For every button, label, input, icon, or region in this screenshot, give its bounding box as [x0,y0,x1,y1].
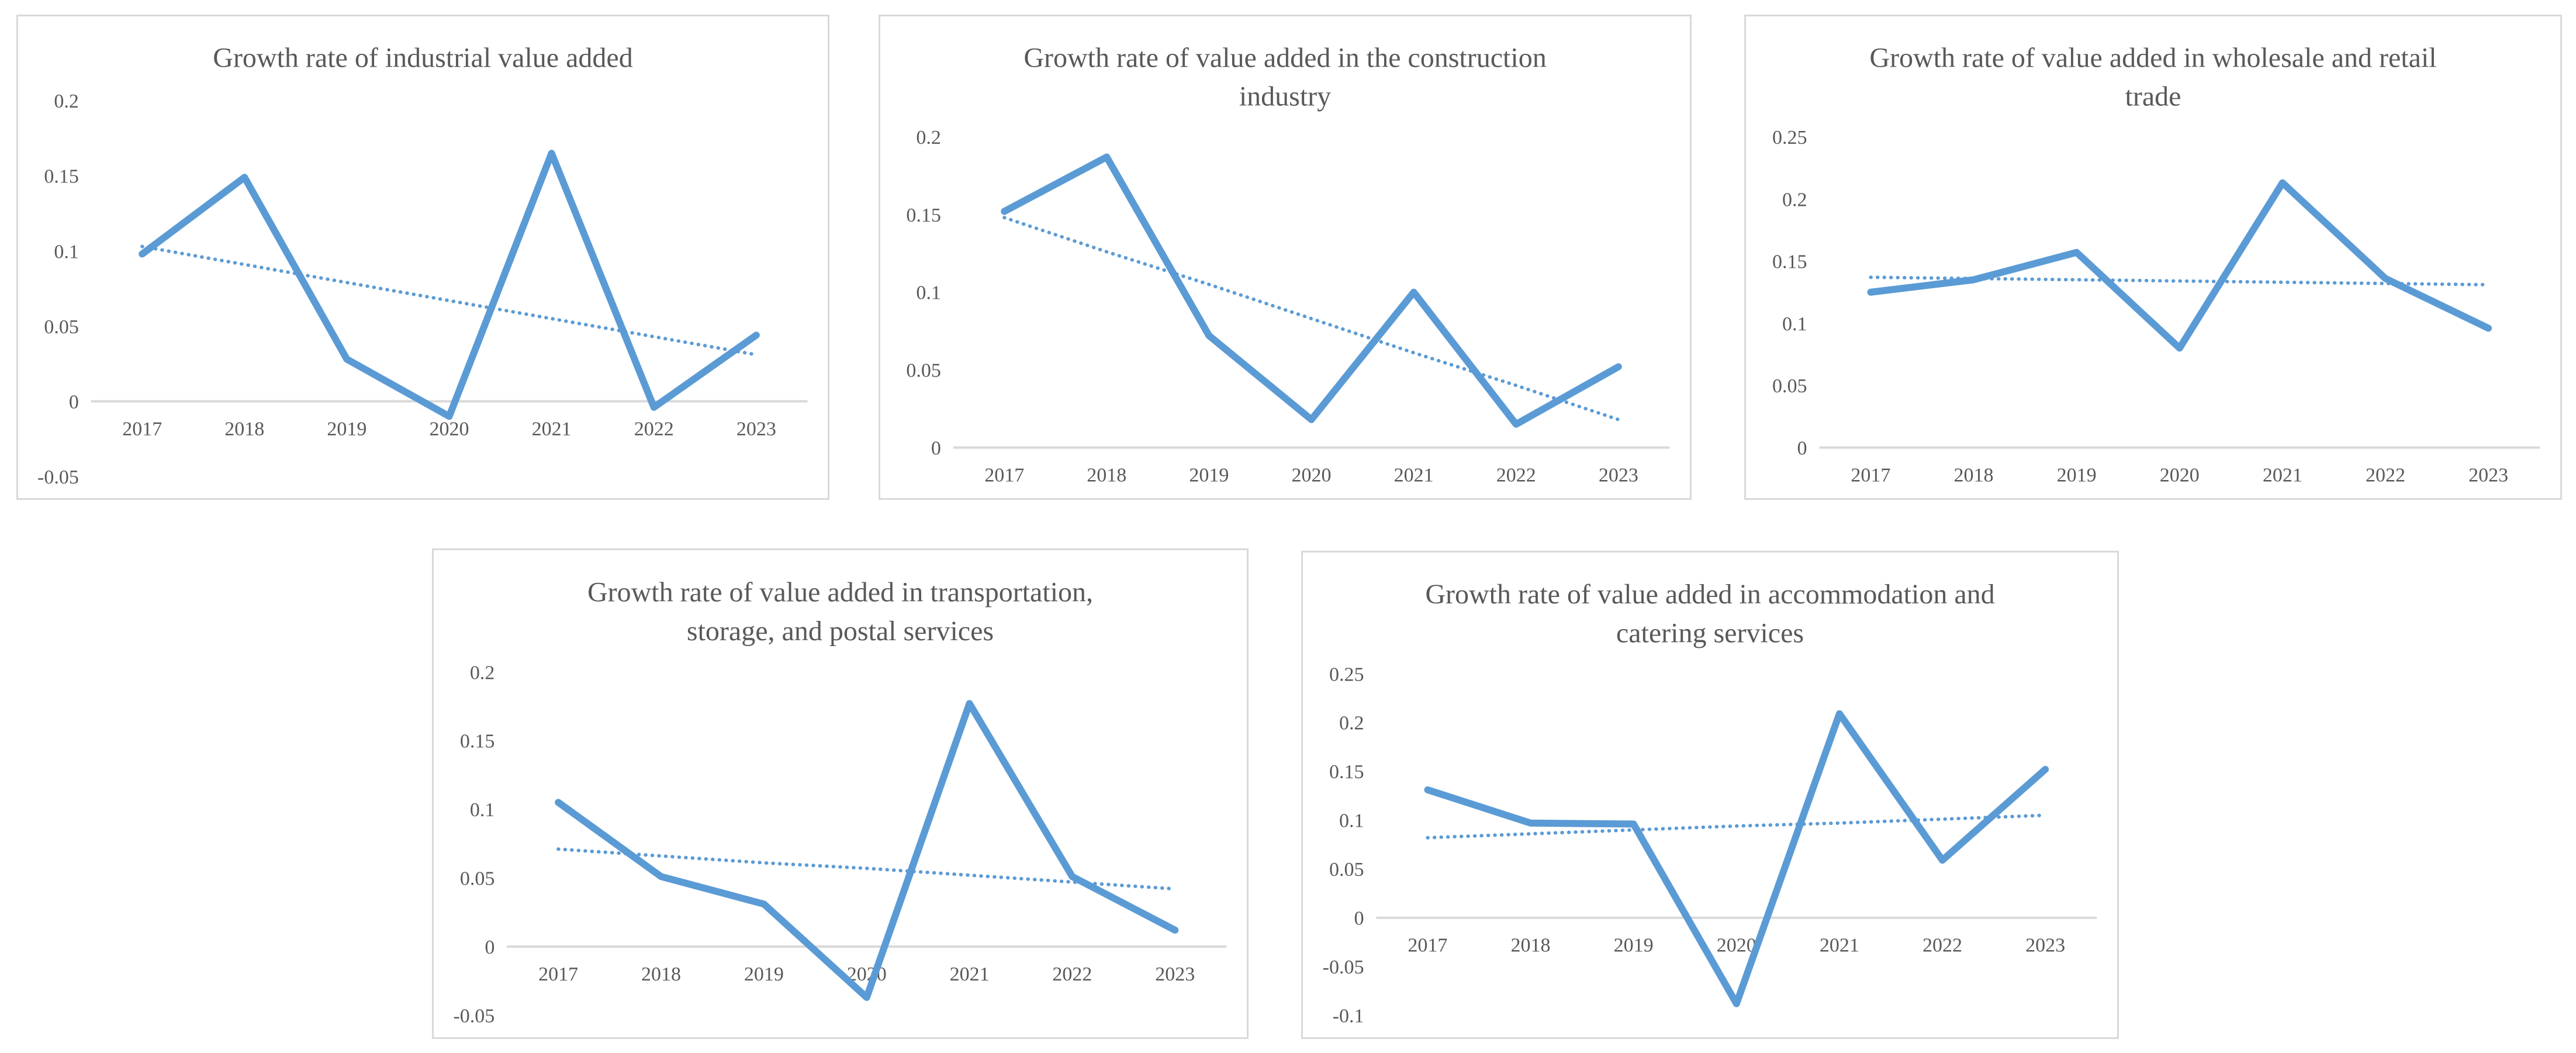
trendline-dotted [1002,216,1620,422]
y-axis-tick-label: 0 [69,391,79,413]
y-axis-tick-label: 0.1 [54,241,79,263]
x-axis-tick-label: 2022 [1496,464,1536,486]
chart-title: Growth rate of value added in the constr… [1024,43,1546,74]
y-axis-tick-label: -0.05 [37,467,79,488]
y-axis-tick-label: 0.05 [1329,859,1364,881]
y-axis-tick-label: 0.15 [906,205,941,226]
x-axis-tick-label: 2021 [532,418,572,440]
chart-panel-wholesale-retail-trade: Growth rate of value added in wholesale … [1744,15,2562,500]
x-axis-tick-label: 2022 [1923,935,1962,957]
y-axis-tick-label: 0.2 [916,127,941,149]
y-axis-tick-label: 0 [485,937,495,958]
y-axis-tick-label: 0.05 [460,868,495,890]
x-axis-tick-label: 2022 [634,418,674,440]
x-axis-tick-label: 2022 [2366,464,2405,486]
x-axis-tick-label: 2017 [122,418,162,440]
chart-title: Growth rate of value added in transporta… [587,576,1093,607]
chart-panel-industrial-value-added: Growth rate of industrial value added 0.2… [16,15,829,500]
x-axis-tick-label: 2021 [1820,935,1859,957]
y-axis-tick-label: 0.15 [1772,251,1807,273]
series-line [1424,710,2049,1007]
series-line [1867,179,2492,352]
y-axis-tick-label: 0.15 [1329,761,1364,783]
x-axis-tick-label: 2023 [2025,935,2065,957]
y-axis-tick-label: -0.05 [1323,957,1364,978]
y-axis-tick-label: -0.05 [453,1006,495,1027]
series-line [555,700,1179,1001]
y-axis-tick-label: 0.2 [470,662,495,683]
y-axis-tick-label: 0.25 [1772,127,1807,149]
y-axis-tick-label: 0.05 [906,360,941,382]
x-axis-tick-label: 2018 [641,964,681,985]
y-axis-tick-label: -0.1 [1333,1006,1364,1027]
y-axis-tick-label: 0.2 [1782,189,1807,210]
y-axis-tick-label: 0.05 [44,316,79,338]
x-axis-tick-label: 2018 [1954,464,1994,486]
trendline-dotted [140,244,758,357]
chart-panel-construction-industry: Growth rate of value added in the constr… [879,15,1692,500]
chart-panel-accommodation-catering: Growth rate of value added in accommodat… [1301,551,2119,1039]
line-chart: Growth rate of value added in wholesale … [1772,43,2540,486]
chart-title: industry [1239,81,1331,112]
y-axis-tick-label: 0.1 [1339,810,1364,832]
y-axis-tick-label: 0.2 [54,91,79,112]
chart-panel-transportation-storage-postal: Growth rate of value added in transporta… [432,548,1249,1039]
x-axis-tick-label: 2021 [950,964,990,985]
x-axis-tick-label: 2017 [984,464,1024,486]
y-axis-tick-label: 0.1 [470,799,495,821]
x-axis-tick-label: 2018 [1087,464,1126,486]
x-axis-tick-label: 2017 [1851,464,1890,486]
x-axis-tick-label: 2020 [1717,935,1756,957]
x-axis-tick-label: 2017 [1408,935,1447,957]
x-axis-tick-label: 2019 [1189,464,1229,486]
x-axis-tick-label: 2023 [1155,964,1195,985]
x-axis-tick-label: 2021 [1394,464,1434,486]
trendline-dotted [1426,813,2048,840]
line-chart: Growth rate of value added in transporta… [453,576,1227,1027]
x-axis-tick-label: 2018 [1511,935,1551,957]
x-axis-tick-label: 2021 [2263,464,2302,486]
y-axis-tick-label: 0.05 [1772,375,1807,397]
x-axis-tick-label: 2017 [538,964,578,985]
x-axis-tick-label: 2023 [737,418,776,440]
x-axis-tick-label: 2019 [1614,935,1654,957]
y-axis-tick-label: 0.15 [460,731,495,752]
chart-title: Growth rate of value added in accommodat… [1425,579,1994,610]
trendline-dotted [1869,275,2491,286]
chart-title: storage, and postal services [687,616,994,647]
chart-title: Growth rate of value added in wholesale … [1869,43,2436,74]
trendline-dotted [556,847,1177,891]
x-axis-tick-label: 2023 [1599,464,1638,486]
x-axis-tick-label: 2019 [744,964,784,985]
x-axis-tick-label: 2018 [224,418,264,440]
y-axis-tick-label: 0.1 [1782,313,1807,335]
y-axis-tick-label: 0 [931,437,941,459]
y-axis-tick-label: 0.1 [916,282,941,304]
line-chart: Growth rate of value added in accommodat… [1323,579,2097,1027]
line-chart: Growth rate of value added in the constr… [906,43,1670,486]
x-axis-tick-label: 2022 [1052,964,1092,985]
series-line [139,150,760,420]
x-axis-tick-label: 2019 [327,418,366,440]
chart-title: trade [2125,81,2181,112]
chart-title: catering services [1616,617,1804,648]
y-axis-tick-label: 0 [1797,437,1807,459]
y-axis-tick-label: 0.25 [1329,664,1364,685]
y-axis-tick-label: 0 [1354,908,1364,930]
line-chart: Growth rate of industrial value added 0.2… [37,43,808,488]
x-axis-tick-label: 2020 [430,418,469,440]
series-line [1001,153,1622,428]
chart-title: Growth rate of industrial value added [213,43,632,74]
y-axis-tick-label: 0.2 [1339,713,1364,734]
x-axis-tick-label: 2020 [1292,464,1332,486]
x-axis-tick-label: 2019 [2057,464,2097,486]
y-axis-tick-label: 0.15 [44,166,79,188]
x-axis-tick-label: 2023 [2468,464,2508,486]
x-axis-tick-label: 2020 [2160,464,2200,486]
